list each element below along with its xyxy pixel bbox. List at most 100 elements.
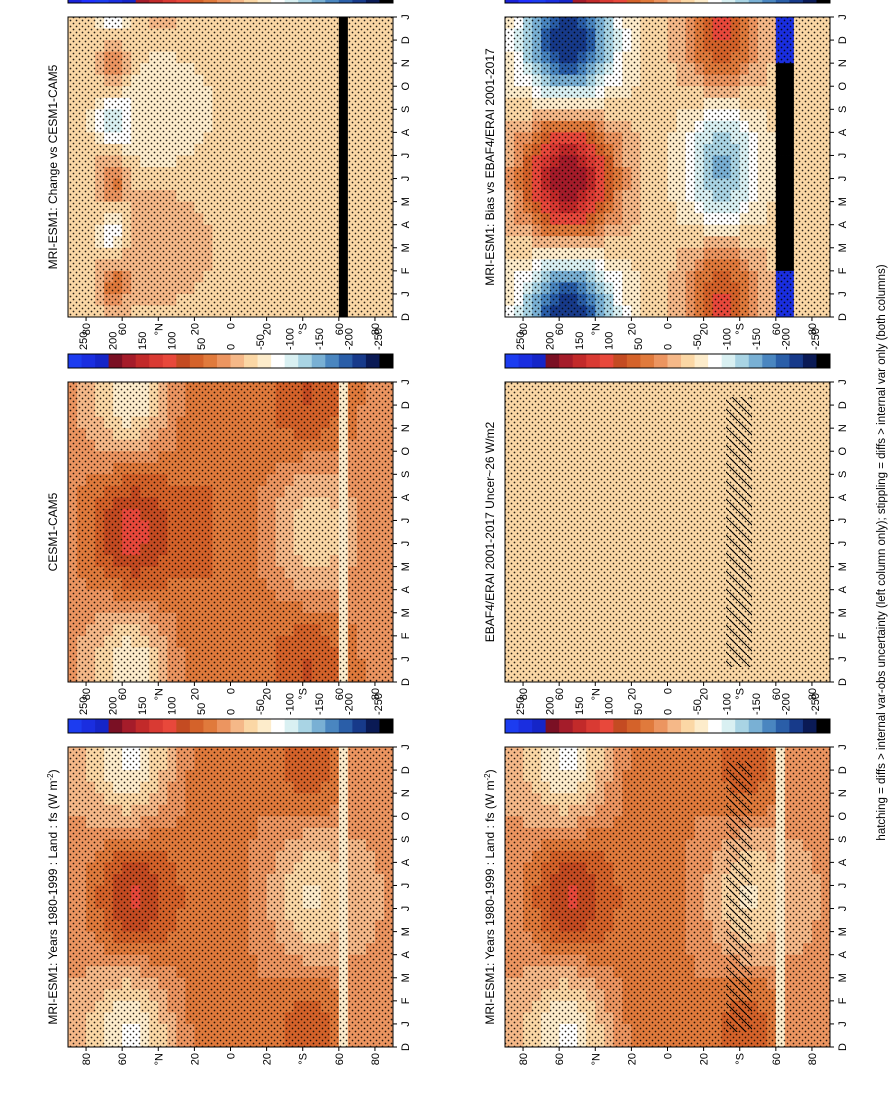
y-tick-label: 60 <box>554 688 566 700</box>
colorbar-swatch <box>216 719 231 733</box>
x-tick-label: A <box>400 858 412 866</box>
colorbar-swatch <box>257 719 272 733</box>
colorbar-swatch <box>640 354 655 368</box>
colorbar-swatch <box>559 354 574 368</box>
x-tick-label: N <box>837 424 849 432</box>
colorbar-label: -150 <box>751 693 763 715</box>
x-tick-label: F <box>837 997 849 1004</box>
x-tick-label: J <box>837 176 849 182</box>
x-tick-label: A <box>400 950 412 958</box>
x-tick-label: J <box>837 541 849 547</box>
x-tick-label: J <box>837 518 849 524</box>
colorbar-swatch <box>379 719 394 733</box>
x-tick-label: J <box>400 744 412 750</box>
y-tick-label: 80 <box>81 1053 93 1065</box>
y-tick-label: °N <box>590 688 602 700</box>
colorbar-label: 50 <box>196 703 208 715</box>
y-tick-label: 60 <box>554 323 566 335</box>
colorbar-label: -50 <box>255 699 267 715</box>
colorbar-swatch <box>162 719 177 733</box>
colorbar-swatch <box>762 719 777 733</box>
colorbar-label: 50 <box>633 338 645 350</box>
colorbar-swatch <box>802 354 817 368</box>
y-tick-label: 20 <box>699 1053 711 1065</box>
colorbar-swatch <box>244 719 258 733</box>
y-tick-label: 20 <box>626 323 638 335</box>
colorbar-swatch <box>762 354 777 368</box>
colorbar-swatch <box>640 719 655 733</box>
colorbar-swatch <box>298 719 313 733</box>
y-tick-label: 60 <box>117 1053 129 1065</box>
x-tick-label: D <box>837 313 849 321</box>
y-tick-label: 60 <box>771 688 783 700</box>
x-tick-label: A <box>837 585 849 593</box>
y-tick-label: 80 <box>807 1053 819 1065</box>
y-tick-label: 60 <box>554 1053 566 1065</box>
colorbar-label: -150 <box>314 693 326 715</box>
colorbar-swatch <box>721 354 736 368</box>
y-tick-label: 80 <box>370 1053 382 1065</box>
colorbar-label: 50 <box>633 703 645 715</box>
x-tick-label: S <box>837 471 849 478</box>
x-tick-label: M <box>837 197 849 206</box>
x-tick-label: J <box>837 291 849 297</box>
y-tick-label: 20 <box>626 688 638 700</box>
colorbar-swatch <box>505 719 519 733</box>
colorbar-swatch <box>149 719 164 733</box>
x-tick-label: O <box>837 82 849 91</box>
colorbar-swatch <box>681 354 695 368</box>
colorbar-swatch <box>789 719 804 733</box>
x-tick-label: J <box>837 153 849 159</box>
colorbar-swatch <box>694 354 709 368</box>
x-tick-label: J <box>837 14 849 20</box>
colorbar-swatch <box>816 719 831 733</box>
colorbar-swatch <box>95 719 110 733</box>
x-tick-label: M <box>837 608 849 617</box>
colorbar-swatch <box>586 354 601 368</box>
colorbar-swatch <box>653 354 668 368</box>
colorbar-swatch <box>816 354 831 368</box>
x-tick-label: M <box>400 927 412 936</box>
colorbar-swatch <box>735 719 750 733</box>
colorbar-swatch <box>338 719 353 733</box>
colorbar-swatch <box>271 719 286 733</box>
x-tick-label: D <box>837 1043 849 1051</box>
colorbar-label: -100 <box>722 693 734 715</box>
colorbar-swatch <box>599 354 614 368</box>
x-tick-label: A <box>837 220 849 228</box>
colorbar-swatch <box>789 354 804 368</box>
stippling <box>68 747 393 1047</box>
colorbar-swatch <box>667 719 682 733</box>
x-tick-label: D <box>837 678 849 686</box>
y-tick-label: 80 <box>518 1053 530 1065</box>
colorbar-label: -100 <box>285 693 297 715</box>
colorbar-label: 150 <box>574 697 586 715</box>
y-tick-label: 60 <box>771 323 783 335</box>
colorbar-label: 150 <box>137 697 149 715</box>
y-tick-label: 60 <box>334 1053 346 1065</box>
colorbar-label: 0 <box>663 709 675 715</box>
x-tick-label: A <box>837 858 849 866</box>
colorbar-label: -50 <box>692 334 704 350</box>
colorbar-swatch <box>802 719 817 733</box>
x-tick-label: M <box>837 243 849 252</box>
colorbar-swatch <box>626 719 641 733</box>
colorbar-swatch <box>311 719 326 733</box>
colorbar-swatch <box>532 719 547 733</box>
x-tick-label: M <box>837 562 849 571</box>
colorbar-swatch <box>735 354 750 368</box>
panel-obs_unc: EBAF4/ERAI 2001-2017 Uncer~26 W/m2DJFMAM… <box>483 328 849 700</box>
colorbar-swatch <box>176 719 191 733</box>
colorbar-swatch <box>748 354 763 368</box>
y-tick-label: 20 <box>626 1053 638 1065</box>
colorbar-swatch <box>559 719 574 733</box>
x-tick-label: M <box>837 927 849 936</box>
x-tick-label: J <box>837 883 849 889</box>
y-tick-label: 60 <box>771 1053 783 1065</box>
colorbar-swatch <box>230 719 245 733</box>
colorbar-swatch <box>189 719 204 733</box>
colorbar-swatch <box>505 354 519 368</box>
y-tick-label: 0 <box>663 688 675 694</box>
y-tick-label: 0 <box>663 323 675 329</box>
